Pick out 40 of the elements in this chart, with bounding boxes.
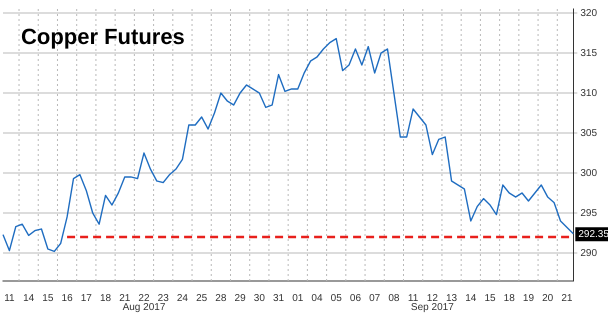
x-tick-label: 19 bbox=[522, 292, 534, 304]
x-tick-label: 04 bbox=[311, 292, 323, 304]
x-tick-label: 29 bbox=[234, 292, 246, 304]
x-tick-label: 14 bbox=[23, 292, 35, 304]
x-tick-label: 11 bbox=[4, 292, 16, 304]
x-tick-label: 28 bbox=[215, 292, 227, 304]
x-tick-label: 05 bbox=[330, 292, 342, 304]
x-tick-label: 08 bbox=[388, 292, 400, 304]
x-tick-label: 16 bbox=[62, 292, 74, 304]
x-tick-label: 07 bbox=[369, 292, 381, 304]
x-tick-label: 21 bbox=[561, 292, 573, 304]
x-tick-label: 18 bbox=[100, 292, 112, 304]
x-tick-label: 24 bbox=[176, 292, 188, 304]
y-tick-label: 315 bbox=[580, 48, 598, 59]
x-tick-label: 21 bbox=[119, 292, 131, 304]
x-tick-label: 25 bbox=[196, 292, 208, 304]
x-tick-label: 06 bbox=[350, 292, 362, 304]
y-tick-label: 320 bbox=[580, 8, 598, 19]
text: Sep 2017 bbox=[410, 302, 454, 313]
text: Aug 2017 bbox=[122, 302, 166, 313]
x-tick-label: 23 bbox=[158, 292, 170, 304]
x-tick-label: 11 bbox=[408, 292, 419, 304]
y-tick-label: 295 bbox=[580, 208, 598, 219]
x-tick-label: 31 bbox=[272, 292, 285, 304]
x-tick-label: 15 bbox=[484, 292, 496, 304]
x-tick-label: 01 bbox=[292, 292, 304, 304]
text: Copper Futures bbox=[21, 24, 185, 50]
x-tick-label: 13 bbox=[446, 292, 458, 304]
x-tick-label: 22 bbox=[138, 292, 150, 304]
x-tick-label: 18 bbox=[504, 292, 516, 304]
x-tick-label: 17 bbox=[80, 292, 92, 304]
y-tick-label: 290 bbox=[580, 248, 598, 259]
y-tick-label: 310 bbox=[580, 88, 598, 99]
x-tick-label: 14 bbox=[465, 292, 477, 304]
x-tick-label: 30 bbox=[254, 292, 266, 304]
x-tick-label: 15 bbox=[42, 292, 54, 304]
x-tick-label: 20 bbox=[542, 292, 554, 304]
x-tick-label: 12 bbox=[426, 292, 438, 304]
y-tick-label: 300 bbox=[580, 168, 598, 179]
y-tick-label: 305 bbox=[580, 128, 598, 139]
